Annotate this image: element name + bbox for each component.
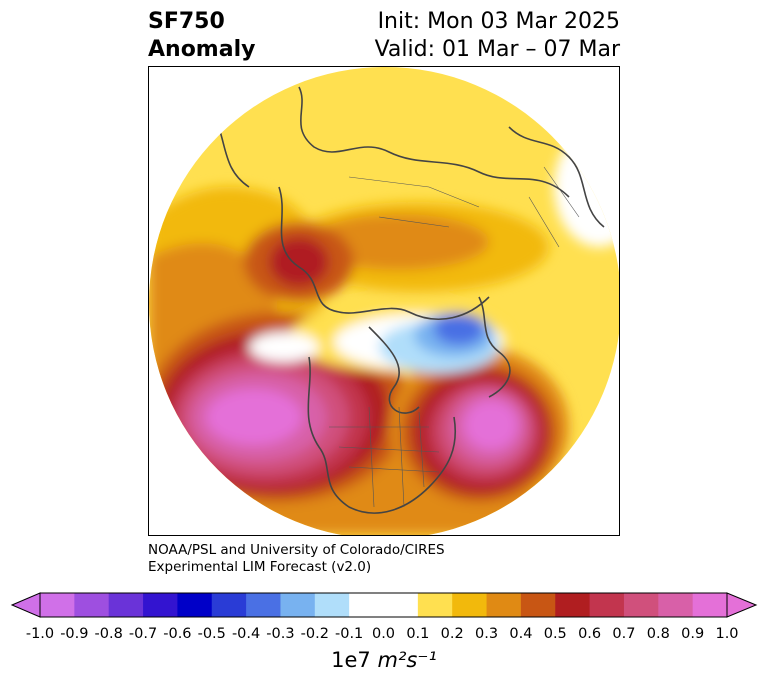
colorbar-tick-label: -0.1 (334, 626, 364, 642)
colorbar-tick-label: -0.7 (128, 626, 158, 642)
valid-dates: Valid: 01 Mar – 07 Mar (374, 37, 620, 62)
colorbar-segment (692, 593, 728, 617)
colorbar-tick-label: 0.9 (681, 626, 705, 642)
colorbar-tick-label: 0.1 (406, 626, 430, 642)
colorbar-tick-label: -0.4 (231, 626, 261, 642)
colorbar-ticks: -1.0 -0.9 -0.8 -0.7 -0.6 -0.5 -0.4 -0.3 -0.2 -0.1… (0, 626, 768, 646)
colorbar-outline (39, 592, 728, 618)
colorbar-segment (623, 593, 659, 617)
map-title: SF750 Anomaly (148, 8, 255, 64)
colorbar-tick-label: 0.4 (509, 626, 533, 642)
credit-line-1: NOAA/PSL and University of Colorado/CIRE… (148, 542, 445, 558)
map-panel (148, 66, 620, 536)
colorbar-segment (40, 593, 75, 617)
forecast-dates: Init: Mon 03 Mar 2025 Valid: 01 Mar – 07… (375, 8, 620, 64)
colorbar-segment (108, 593, 144, 617)
colorbar-segment (177, 593, 213, 617)
anomaly-map (149, 67, 619, 535)
colorbar-segment (452, 593, 488, 617)
colorbar-tick-label: 1.0 (715, 626, 739, 642)
title-line-1: SF750 (148, 9, 225, 34)
colorbar-units: 1e7 m²s⁻¹ (0, 648, 768, 672)
colorbar-segment (246, 593, 281, 617)
colorbar-tick-label: 0.8 (646, 626, 670, 642)
colorbar-segment (520, 593, 556, 617)
title-line-2: Anomaly (148, 37, 256, 62)
colorbar-tick-label: -1.0 (25, 626, 55, 642)
colorbar-tick-label: 0.7 (612, 626, 636, 642)
borders (329, 166, 580, 508)
colorbar-tick-label: 0.6 (578, 626, 602, 642)
colorbar-segment (280, 593, 316, 617)
colorbar-tick-label: 0.5 (543, 626, 567, 642)
anomaly-field (149, 67, 619, 535)
colorbar-tick-label: -0.5 (197, 626, 226, 642)
colorbar-segment (211, 593, 247, 617)
colorbar-tick-label: -0.3 (266, 626, 295, 642)
units-prefix: 1e7 (331, 648, 371, 672)
colorbar-tick-label: 0.0 (371, 626, 396, 642)
colorbar-segment (658, 593, 694, 617)
colorbar-extend-max (726, 592, 758, 618)
colorbar (10, 592, 758, 618)
colorbar-segment (349, 593, 384, 617)
colorbar-segment (589, 593, 625, 617)
colorbar-tick-label: -0.9 (60, 626, 89, 642)
colorbar-segments (40, 593, 728, 617)
colorbar-segment (417, 593, 453, 617)
colorbar-tick-label: 0.2 (440, 626, 464, 642)
colorbar-segment (383, 593, 419, 617)
colorbar-segment (314, 593, 350, 617)
colorbar-segment (486, 593, 522, 617)
colorbar-extend-min (10, 592, 41, 618)
credit-text: NOAA/PSL and University of Colorado/CIRE… (148, 542, 445, 576)
units-text: m²s⁻¹ (377, 648, 437, 672)
colorbar-segment (74, 593, 110, 617)
colorbar-tick-label: -0.2 (300, 626, 329, 642)
colorbar-tick-label: -0.6 (163, 626, 192, 642)
credit-line-2: Experimental LIM Forecast (v2.0) (148, 559, 372, 575)
colorbar-tick-label: 0.3 (475, 626, 499, 642)
colorbar-segment (143, 593, 178, 617)
colorbar-segment (555, 593, 591, 617)
colorbar-tick-label: -0.8 (94, 626, 123, 642)
init-date: Init: Mon 03 Mar 2025 (377, 9, 620, 34)
